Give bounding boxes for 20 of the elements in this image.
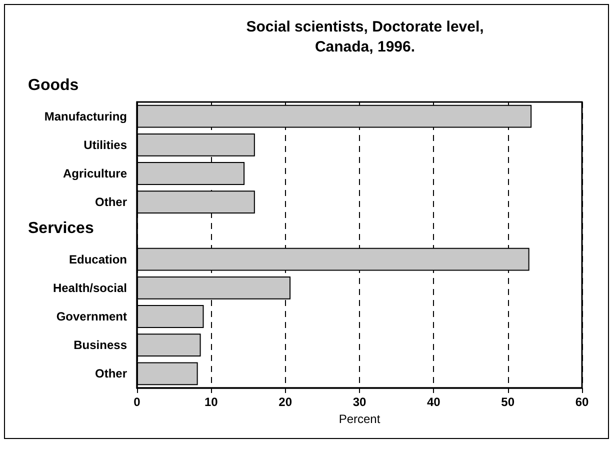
text: Goods bbox=[28, 77, 79, 94]
chart-title: Social scientists, Doctorate level, Canada, 1996. bbox=[246, 18, 484, 56]
x-axis-title: Percent bbox=[338, 412, 381, 426]
x-tick-label: 20 bbox=[278, 395, 292, 409]
x-tick-label: 10 bbox=[204, 395, 218, 409]
y-tick-label: Health/social bbox=[52, 280, 127, 295]
x-tick-label: 50 bbox=[501, 395, 515, 409]
text: Services bbox=[28, 220, 94, 238]
x-tick-label: 60 bbox=[575, 395, 589, 409]
y-tick-label: Business bbox=[74, 338, 128, 352]
y-tick-label: Agriculture bbox=[62, 166, 128, 180]
y-tick-label: Manufacturing bbox=[44, 109, 127, 124]
x-tick-label: 40 bbox=[426, 395, 441, 409]
y-tick-label: Utilities bbox=[84, 138, 128, 152]
y-tick-label: Other bbox=[94, 366, 128, 381]
x-tick-label: 0 bbox=[134, 395, 141, 409]
y-tick-label: Government bbox=[56, 310, 127, 324]
y-tick-label: Other bbox=[94, 195, 128, 210]
y-tick-label: Education bbox=[68, 252, 127, 266]
x-tick-label: 30 bbox=[352, 395, 366, 409]
